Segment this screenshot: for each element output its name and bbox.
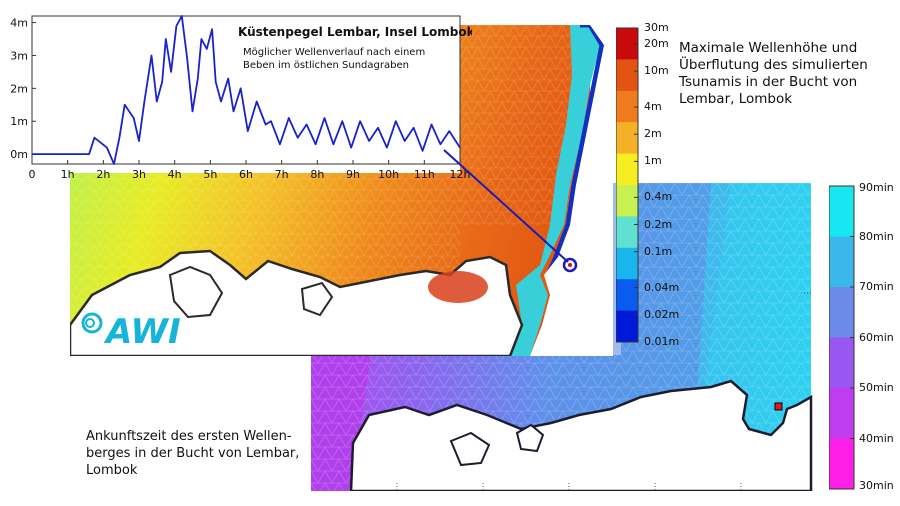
y-tick-label: 2m (10, 82, 28, 95)
height-legend-label: 0.04m (644, 280, 680, 294)
arrival-legend-label: 50min (859, 381, 894, 394)
height-colorbar (616, 27, 639, 343)
gauge-chart: 0m 1m 2m 3m 4m 0 1h 2h 3h 4h 5h 6h 7h 8h 9h 10h 11h 12h Kü… (10, 15, 476, 181)
water-level-series-line (32, 15, 461, 165)
height-colorbar-segment (616, 28, 638, 60)
y-tick-label: 1m (10, 115, 28, 128)
gauge-plot-area (31, 15, 461, 165)
gauge-chart-subtitle: Möglicher Wellenverlauf nach einem (243, 47, 425, 58)
x-tick-label: 6h (239, 168, 253, 181)
x-tick-label: 2h (96, 168, 110, 181)
height-legend-label: 0.1m (644, 244, 673, 258)
height-colorbar-segment (616, 216, 638, 249)
height-legend-label: 30m (644, 21, 669, 34)
height-colorbar-segment (616, 185, 638, 217)
height-legend-label: 0.02m (644, 307, 680, 321)
x-tick-label: 10h (378, 168, 399, 181)
height-map-caption: Maximale Wellenhöhe und Überflutung des … (679, 40, 868, 107)
x-tick-label: 12h (450, 168, 471, 181)
height-colorbar-segment (616, 279, 638, 312)
x-tick-label: 7h (275, 168, 289, 181)
arrival-legend-label: 90min (859, 181, 894, 194)
x-tick-label: 3h (132, 168, 146, 181)
gauge-chart-title: Küstenpegel Lembar, Insel Lombok (238, 25, 472, 39)
y-tick-label: 3m (10, 49, 28, 62)
awi-logo: AWI (81, 312, 181, 352)
awi-logo-text: AWI (103, 312, 181, 352)
height-legend-label: 20m (644, 36, 669, 50)
x-tick-label: 8h (310, 168, 324, 181)
arrival-colorbar-segment (829, 186, 854, 237)
arrival-map-caption: Ankunftszeit des ersten Wellen- berges i… (86, 429, 300, 478)
height-legend-label: 0.2m (644, 217, 673, 231)
arrival-colorbar-segment (829, 388, 854, 439)
x-tick-label: 0 (29, 168, 36, 181)
x-tick-label: 5h (203, 168, 217, 181)
arrival-colorbar-segment (829, 337, 854, 389)
arrival-legend-label: 80min (859, 229, 894, 243)
arrival-legend-label: 70min (859, 280, 894, 293)
gauge-chart-panel: 0m 1m 2m 3m 4m 0 1h 2h 3h 4h 5h 6h 7h 8h 9h 10h 11h 12h Kü… (0, 14, 476, 184)
arrival-legend: 90min 80min 70min 60min 50min 40min 30min (829, 181, 900, 494)
x-tick-label: 9h (346, 168, 360, 181)
height-legend-label: 1m (644, 154, 662, 168)
height-legend-label: 0.01m (644, 335, 680, 348)
height-legend-label: 10m (644, 64, 669, 78)
x-tick-label: 1h (61, 168, 75, 181)
height-legend-label: 0.4m (644, 190, 673, 204)
height-colorbar-segment (616, 59, 638, 92)
gauge-chart-subtitle: Beben im östlichen Sundagraben (243, 60, 409, 71)
arrival-legend-label: 40min (859, 431, 894, 445)
height-legend-label: 2m (644, 127, 662, 141)
height-colorbar-segment (616, 247, 638, 280)
arrival-colorbar (829, 185, 855, 490)
height-colorbar-segment (616, 90, 638, 123)
arrival-colorbar-segment (829, 236, 854, 288)
height-colorbar-segment (616, 310, 638, 343)
y-tick-label: 0m (10, 148, 28, 161)
arrival-legend-label: 30min (859, 479, 894, 492)
arrival-time-map (311, 183, 813, 491)
x-tick-label: 4h (168, 168, 182, 181)
y-tick-label: 4m (10, 17, 28, 30)
height-legend: 30m 20m 10m 4m 2m 1m 0.4m 0.2m 0.1m 0.04m 0.02m 0.0… (616, 21, 680, 350)
arrival-legend-label: 60min (859, 330, 894, 344)
arrival-colorbar-segment (829, 287, 854, 338)
height-colorbar-segment (616, 153, 638, 186)
arrival-colorbar-segment (829, 438, 854, 490)
x-tick-label: 11h (414, 168, 435, 181)
height-legend-label: 4m (644, 100, 662, 114)
height-colorbar-segment (616, 122, 638, 155)
